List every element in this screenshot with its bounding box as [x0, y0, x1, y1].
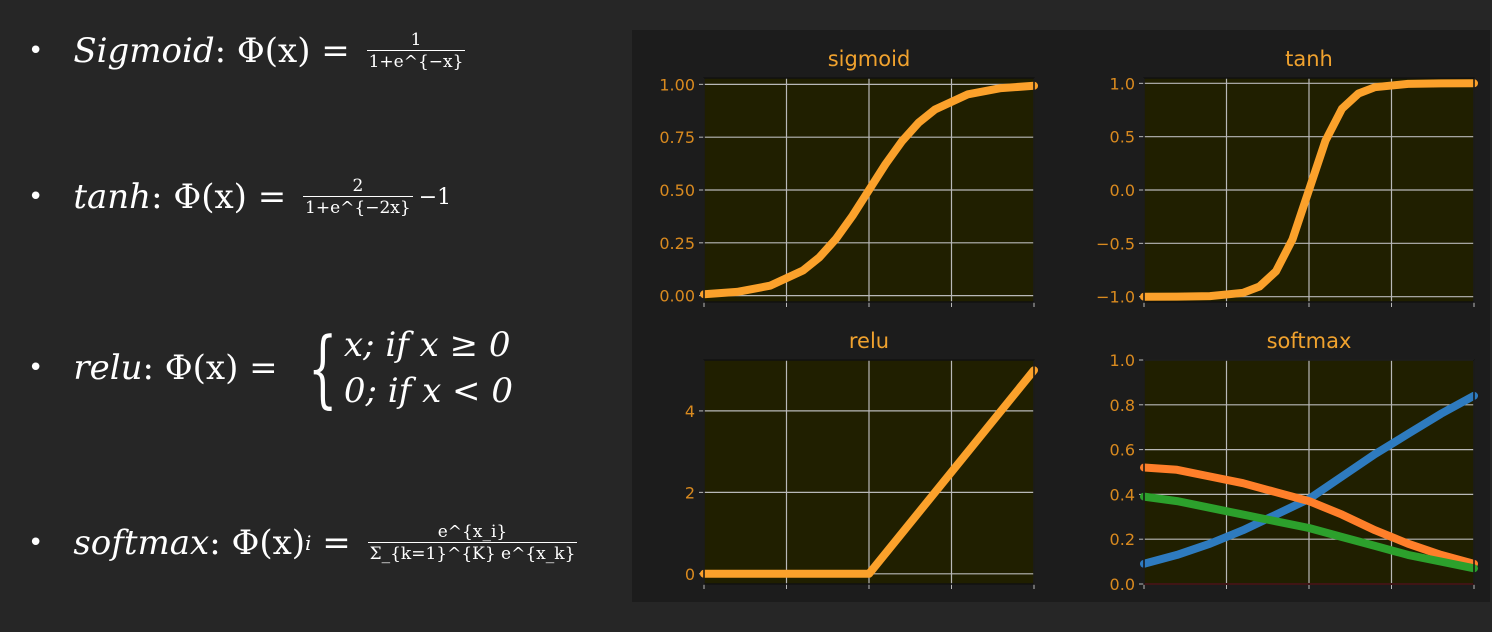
activation-chart-figure: 0.00 0.25 0.50 0.75 1.00 sigmoid −1.0 −0.5 0.0 0.… [632, 30, 1490, 602]
relu-ytick-label: 4 [685, 402, 695, 421]
tanh-ytick-label: 0.0 [1110, 181, 1135, 200]
tanh-series-0 [1140, 79, 1478, 301]
sigmoid-axes-frame [703, 77, 1035, 303]
relu-ytick-label: 2 [685, 483, 695, 502]
softmax-panel: 0.0 0.2 0.4 0.6 0.8 1.0 softmax [1110, 329, 1478, 594]
relu-axes-frame [703, 359, 1035, 585]
tanh-phi: : Φ(x) = [151, 177, 298, 217]
tanh-formula: • tanh : Φ(x) = 2 1+e^{−2x} −1 [28, 176, 451, 218]
sigmoid-panel: 0.00 0.25 0.50 0.75 1.00 sigmoid [659, 47, 1038, 307]
bullet: • [28, 353, 44, 383]
relu-series-0 [700, 366, 1038, 578]
brace-icon: { [308, 319, 338, 417]
relu-title: relu [849, 329, 889, 353]
sigmoid-ytick-label: 0.00 [659, 287, 695, 306]
softmax-ytick-label: 0.6 [1110, 441, 1135, 460]
tanh-ytick-label: 1.0 [1110, 74, 1135, 93]
softmax-numerator: e^{x_i} [437, 522, 508, 542]
sigmoid-ytick-label: 0.75 [659, 128, 695, 147]
softmax-ytick-label: 0.4 [1110, 485, 1135, 504]
sigmoid-denominator: 1+e^{−x} [366, 50, 466, 72]
softmax-ytick-label: 0.0 [1110, 575, 1135, 594]
relu-label: relu [73, 348, 143, 388]
softmax-title: softmax [1267, 329, 1352, 353]
sigmoid-phi: : Φ(x) = [214, 31, 361, 71]
softmax-phi: : Φ(x) [209, 523, 306, 563]
relu-formula: • relu : Φ(x) = { x; if x ≥ 0 0; if x < … [28, 322, 513, 414]
softmax-series-2 [1140, 492, 1478, 573]
tanh-numerator: 2 [352, 176, 364, 196]
softmax-subscript: i [305, 531, 312, 555]
softmax-equals: = [311, 523, 362, 563]
relu-case-positive: x; if x ≥ 0 [343, 325, 511, 365]
sigmoid-fraction: 1 1+e^{−x} [366, 30, 466, 72]
relu-case-negative: 0; if x < 0 [343, 371, 513, 411]
tanh-suffix: −1 [418, 184, 452, 210]
relu-case-lines: x; if x ≥ 0 0; if x < 0 [344, 322, 513, 414]
relu-phi: : Φ(x) = [142, 348, 289, 388]
tanh-ytick-label: −0.5 [1096, 234, 1135, 253]
bullet: • [28, 182, 44, 212]
sigmoid-ytick-label: 0.50 [659, 181, 695, 200]
tanh-panel: −1.0 −0.5 0.0 0.5 1.0 tanh [1096, 47, 1478, 307]
tanh-denominator: 1+e^{−2x} [303, 196, 413, 218]
sigmoid-series-0 [700, 81, 1038, 299]
bullet: • [28, 528, 44, 558]
softmax-axes-frame [1143, 359, 1475, 585]
softmax-fraction: e^{x_i} Σ_{k=1}^{K} e^{x_k} [367, 522, 578, 564]
tanh-fraction: 2 1+e^{−2x} [303, 176, 413, 218]
softmax-formula: • softmax : Φ(x) i = e^{x_i} Σ_{k=1}^{K}… [28, 522, 583, 564]
tanh-title: tanh [1285, 47, 1333, 71]
sigmoid-ytick-label: 0.25 [659, 234, 695, 253]
sigmoid-ytick-label: 1.00 [659, 75, 695, 94]
softmax-ytick-label: 0.8 [1110, 396, 1135, 415]
softmax-ytick-label: 0.2 [1110, 530, 1135, 549]
sigmoid-label: Sigmoid [73, 31, 215, 71]
bullet: • [28, 36, 44, 66]
softmax-ytick-label: 1.0 [1110, 351, 1135, 370]
tanh-axes-frame [1143, 77, 1475, 303]
relu-panel: 0 2 4 relu [685, 329, 1038, 589]
chart-canvas: 0.000.250.500.751.00sigmoid−1.0−0.50.00.… [659, 47, 1478, 594]
sigmoid-formula: • Sigmoid : Φ(x) = 1 1+e^{−x} [28, 30, 471, 72]
sigmoid-title: sigmoid [828, 47, 911, 71]
softmax-label: softmax [73, 523, 210, 563]
tanh-ytick-label: −1.0 [1096, 288, 1135, 307]
relu-ytick-label: 0 [685, 565, 695, 584]
softmax-series-1 [1140, 463, 1478, 568]
tanh-ytick-label: 0.5 [1110, 128, 1135, 147]
softmax-denominator: Σ_{k=1}^{K} e^{x_k} [367, 542, 578, 564]
tanh-label: tanh [73, 177, 152, 217]
relu-cases: { x; if x ≥ 0 0; if x < 0 [296, 322, 513, 414]
sigmoid-numerator: 1 [410, 30, 422, 50]
